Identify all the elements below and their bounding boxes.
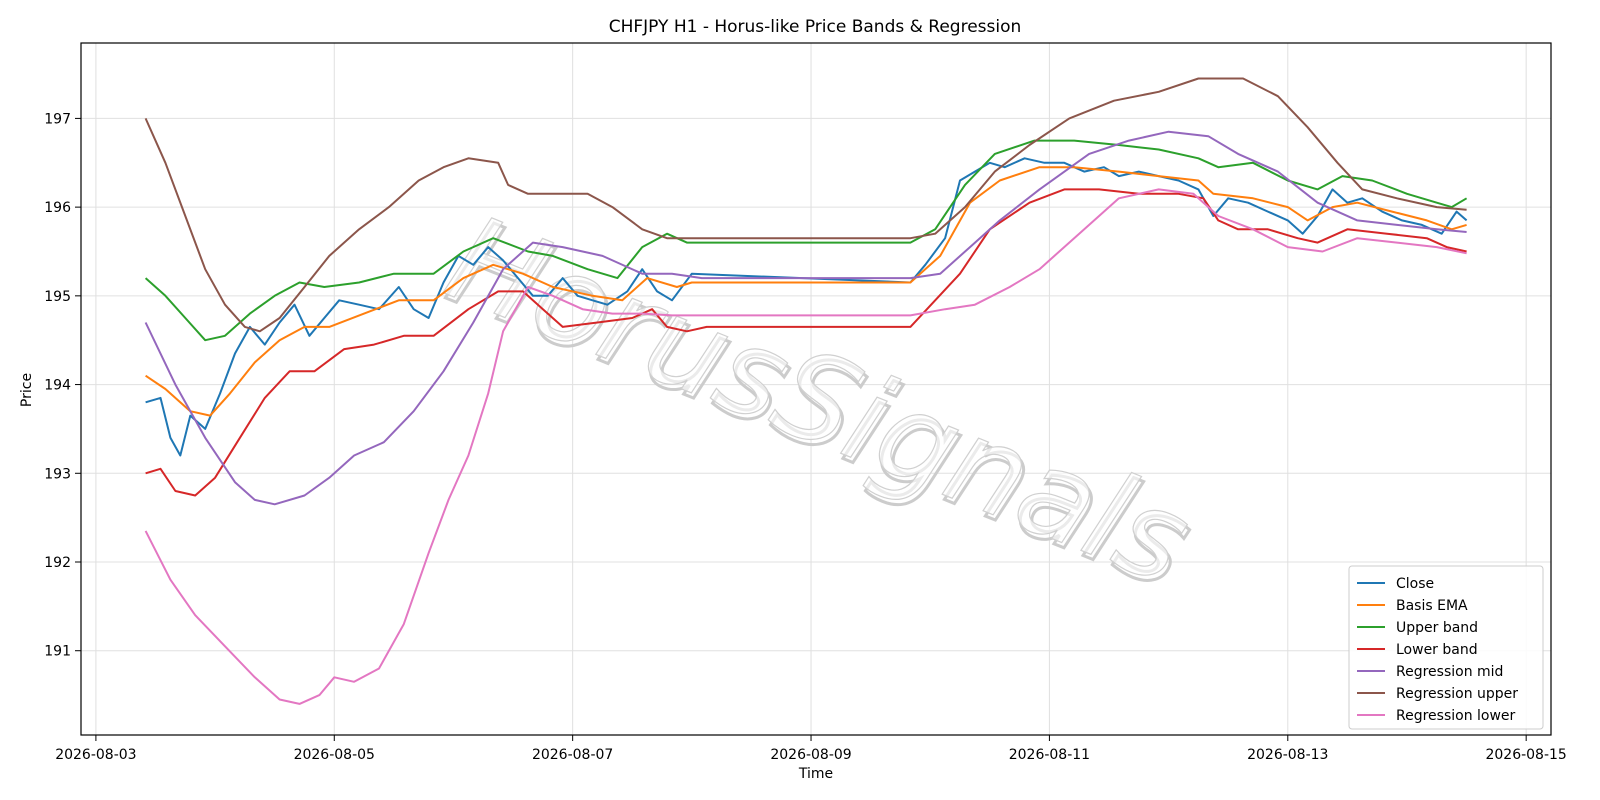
x-tick-label: 2026-08-07 [532, 747, 613, 763]
y-tick-label: 195 [44, 289, 71, 305]
series-line-regression-upper [144, 77, 1467, 333]
series-line-basis-ema [145, 166, 1467, 417]
plot-frame [80, 42, 1552, 736]
legend-label-regression-lower: Regression lower [1396, 708, 1516, 724]
y-tick-label: 194 [44, 378, 71, 394]
legend-label-upper-band: Upper band [1396, 620, 1478, 636]
x-tick-label: 2026-08-03 [55, 747, 136, 763]
series-line-close [145, 157, 1468, 457]
x-tick-label: 2026-08-15 [1485, 747, 1566, 763]
y-tick-label: 191 [44, 644, 71, 660]
legend-box [1348, 565, 1544, 730]
legend-label-lower-band: Lower band [1396, 642, 1478, 658]
y-axis: 191 192 193 194 195 196 197 [44, 111, 81, 660]
legend-label-close: Close [1396, 576, 1434, 592]
legend-label-regression-upper: Regression upper [1396, 686, 1518, 702]
y-tick-label: 193 [44, 466, 71, 482]
grid [81, 43, 1551, 735]
x-tick-label: 2026-08-11 [1009, 747, 1090, 763]
legend: Close Basis EMA Upper band Lower band Regres… [1348, 565, 1544, 730]
legend-label-basis-ema: Basis EMA [1396, 598, 1468, 614]
y-tick-label: 192 [44, 555, 71, 571]
series-line-lower-band [145, 188, 1467, 497]
chart-title: CHFJPY H1 - Horus-like Price Bands & Reg… [609, 17, 1022, 37]
x-tick-label: 2026-08-13 [1247, 747, 1328, 763]
series-line-regression-mid [144, 130, 1467, 506]
series-line-regression-lower [144, 188, 1467, 705]
series-lines [144, 77, 1468, 705]
x-tick-label: 2026-08-09 [770, 747, 851, 763]
x-axis: 2026-08-03 2026-08-05 2026-08-07 2026-08-09… [55, 735, 1567, 763]
y-axis-title: Price [19, 373, 35, 407]
watermark-text: HorusSignals [429, 189, 1207, 611]
watermark: HorusSignals HorusSignals [429, 189, 1211, 618]
series-line-upper-band [144, 139, 1468, 342]
x-tick-label: 2026-08-05 [294, 747, 375, 763]
x-axis-title: Time [798, 766, 833, 782]
legend-label-regression-mid: Regression mid [1396, 664, 1503, 680]
y-tick-label: 197 [44, 111, 71, 127]
y-tick-label: 196 [44, 200, 71, 216]
